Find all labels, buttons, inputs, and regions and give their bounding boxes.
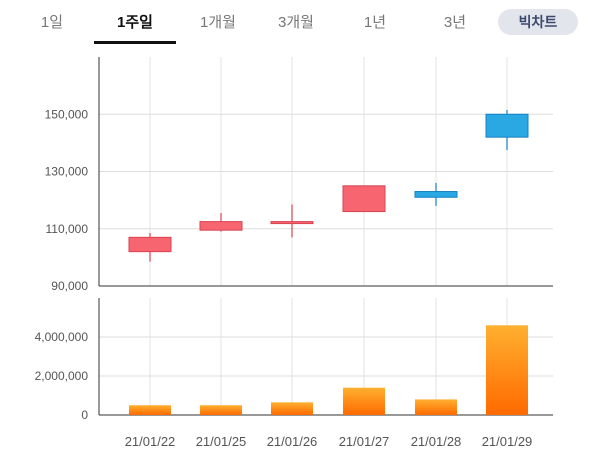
volume-bar	[129, 405, 171, 415]
price-gridlines	[99, 57, 553, 286]
candle-body	[342, 185, 386, 213]
candle	[414, 182, 458, 206]
date-label: 21/01/27	[339, 434, 390, 449]
candle-body	[414, 191, 458, 198]
tab-3-years[interactable]: 3년	[443, 14, 467, 31]
candlesticks	[128, 109, 529, 262]
date-label: 21/01/25	[196, 434, 247, 449]
tab-1-month[interactable]: 1개월	[200, 14, 236, 31]
tab-1-week[interactable]: 1주일	[117, 14, 153, 31]
active-tab-underline	[94, 41, 176, 44]
price-tick-label: 90,000	[51, 279, 88, 293]
date-label: 21/01/29	[482, 434, 533, 449]
candle-body	[485, 113, 529, 138]
tab-1-year[interactable]: 1년	[363, 14, 387, 31]
price-axes	[98, 57, 553, 287]
big-chart-button[interactable]: 빅차트	[498, 9, 578, 35]
date-label: 21/01/26	[267, 434, 318, 449]
candle	[342, 185, 386, 213]
volume-bar	[486, 325, 528, 415]
price-tick-label: 110,000	[46, 222, 89, 236]
volume-bar	[271, 402, 313, 415]
price-tick-labels: 150,000 130,000 110,000 90,000	[45, 107, 89, 293]
price-tick-label: 150,000	[45, 107, 89, 121]
candle	[128, 233, 172, 262]
volume-gridlines	[99, 298, 553, 415]
volume-tick-label: 0	[81, 408, 88, 422]
volume-bar	[415, 399, 457, 415]
date-labels: 21/01/22 21/01/25 21/01/26 21/01/27 21/01/28…	[125, 434, 533, 449]
date-label: 21/01/28	[411, 434, 462, 449]
volume-axes	[98, 298, 553, 416]
candle	[485, 109, 529, 151]
tab-1-day[interactable]: 1일	[40, 14, 64, 31]
candle-body	[270, 221, 314, 225]
volume-bar	[200, 405, 242, 415]
volume-tick-label: 4,000,000	[35, 330, 89, 344]
volume-tick-labels: 4,000,000 2,000,000 0	[35, 330, 89, 422]
tab-3-months[interactable]: 3개월	[278, 14, 314, 31]
candle-body	[199, 221, 243, 231]
period-tabs: 1일 1주일 1개월 3개월 1년 3년 빅차트	[0, 0, 600, 44]
date-label: 21/01/22	[125, 434, 176, 449]
volume-bars	[129, 325, 528, 415]
candle-body	[128, 236, 172, 253]
candle	[199, 213, 243, 232]
volume-bar	[343, 387, 385, 415]
price-tick-label: 130,000	[45, 165, 89, 179]
volume-tick-label: 2,000,000	[35, 369, 89, 383]
candle	[270, 204, 314, 238]
